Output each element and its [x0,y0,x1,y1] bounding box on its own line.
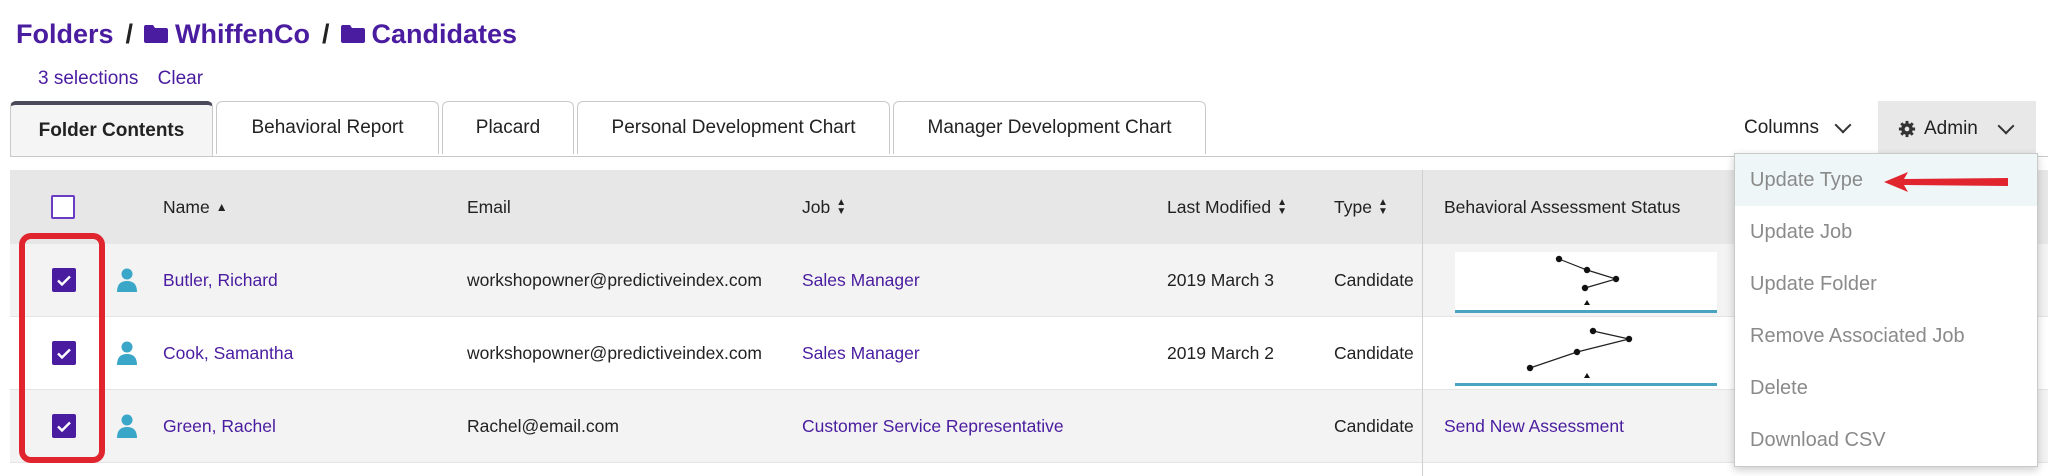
behavioral-pattern-graph [1555,255,1620,305]
column-header-status: Behavioral Assessment Status [1444,196,1681,217]
breadcrumb-folder-candidates[interactable]: Candidates [371,18,518,49]
menu-item-delete[interactable]: Delete [1750,376,1808,399]
column-header-email: Email [467,196,511,217]
table-row: Green, Rachel Rachel@email.com Customer … [10,390,2048,463]
behavioral-pattern-thumbnail[interactable] [1455,252,1717,313]
row-checkbox[interactable] [52,268,76,292]
sort-icon: ▲ ▼ [1277,197,1287,217]
admin-dropdown-menu: Update Type Update Job Update Folder Rem… [1734,153,2038,467]
row-checkbox-cell [52,390,76,462]
column-header-job-label: Job [802,196,831,217]
red-arrow-annotation [1884,172,2008,192]
column-header-name[interactable]: Name ▲ [163,170,228,244]
checkbox-highlight-annotation [19,233,105,463]
breadcrumb-separator: / [322,18,330,49]
row-type: Candidate [1334,415,1414,436]
tab-placard[interactable]: Placard [442,101,574,154]
row-name-link[interactable]: Green, Rachel [163,415,276,436]
check-icon [57,421,71,432]
row-job-link[interactable]: Customer Service Representative [802,415,1064,436]
table-row: Butler, Richard workshopowner@predictive… [10,244,2048,317]
person-icon-cell [116,317,138,389]
column-header-type-label: Type [1334,196,1372,217]
sort-icon: ▲ ▼ [836,197,847,217]
row-job-link[interactable]: Sales Manager [802,269,920,290]
column-header-type[interactable]: Type ▲ ▼ [1334,170,1388,244]
breadcrumb-separator: / [125,18,134,49]
send-new-assessment-link[interactable]: Send New Assessment [1444,415,1624,436]
row-last-modified: 2019 March 3 [1167,269,1275,290]
menu-item-download-csv[interactable]: Download CSV [1750,428,1886,451]
column-header-last-modified[interactable]: Last Modified ▲ ▼ [1167,170,1287,244]
menu-item-update-job[interactable]: Update Job [1750,220,1853,243]
behavioral-pattern-thumbnail[interactable] [1455,325,1717,386]
breadcrumb: Folders / WhiffenCo / Candidates [16,14,517,54]
row-name-link[interactable]: Butler, Richard [163,269,278,290]
tab-folder-contents[interactable]: Folder Contents [10,101,213,157]
table-header: Name ▲ Email Job ▲ ▼ Last Modified ▲ ▼ Typ… [10,170,2048,244]
row-email: workshopowner@predictiveindex.com [467,342,762,363]
row-email: workshopowner@predictiveindex.com [467,269,762,290]
columns-label: Columns [1744,117,1819,138]
admin-label: Admin [1924,117,1978,139]
tab-behavioral-report[interactable]: Behavioral Report [216,101,439,154]
tab-personal-development-chart[interactable]: Personal Development Chart [577,101,890,154]
chevron-down-icon [1834,116,1852,134]
tab-manager-development-chart[interactable]: Manager Development Chart [893,101,1206,154]
select-all-cell [51,170,75,244]
person-icon [117,268,137,292]
row-checkbox-cell [52,317,76,389]
selection-summary: 3 selections Clear [38,68,217,90]
sort-ascending-icon: ▲ [215,200,228,214]
select-all-checkbox[interactable] [51,195,75,219]
breadcrumb-root[interactable]: Folders [16,18,114,49]
row-last-modified: 2019 March 2 [1167,342,1275,363]
menu-item-remove-associated-job[interactable]: Remove Associated Job [1750,324,1965,347]
person-icon-cell [116,244,138,316]
menu-item-update-folder[interactable]: Update Folder [1750,272,1877,295]
folder-icon [340,25,365,43]
columns-dropdown[interactable]: Columns [1744,116,1852,139]
breadcrumb-folder-whiffenco[interactable]: WhiffenCo [175,18,311,49]
chevron-down-icon [1997,117,2015,134]
column-header-last-modified-label: Last Modified [1167,196,1272,217]
row-checkbox[interactable] [52,414,76,438]
row-name-link[interactable]: Cook, Samantha [163,342,294,363]
sort-icon: ▲ ▼ [1377,197,1388,217]
person-icon [117,414,137,438]
column-header-name-label: Name [163,196,210,217]
check-icon [57,275,71,286]
selection-count: 3 selections [38,68,139,89]
row-type: Candidate [1334,342,1414,363]
column-divider [1422,170,1423,476]
row-job-link[interactable]: Sales Manager [802,342,920,363]
behavioral-pattern-graph [1526,327,1633,378]
folder-icon [144,25,169,43]
tab-bar: Folder Contents Behavioral Report Placar… [10,101,1206,157]
admin-dropdown-button[interactable]: Admin [1878,101,2036,156]
row-checkbox[interactable] [52,341,76,365]
clear-selection-link[interactable]: Clear [157,68,204,89]
column-header-job[interactable]: Job ▲ ▼ [802,170,846,244]
tab-divider [10,156,2048,157]
folder-contents-table: Name ▲ Email Job ▲ ▼ Last Modified ▲ ▼ Typ… [10,170,2048,476]
person-icon [117,341,137,365]
person-icon-cell [116,390,138,462]
table-row: Cook, Samantha workshopowner@predictivei… [10,317,2048,390]
gear-icon [1898,120,1916,137]
row-type: Candidate [1334,269,1414,290]
row-email: Rachel@email.com [467,415,619,436]
row-checkbox-cell [52,244,76,316]
check-icon [57,348,71,359]
